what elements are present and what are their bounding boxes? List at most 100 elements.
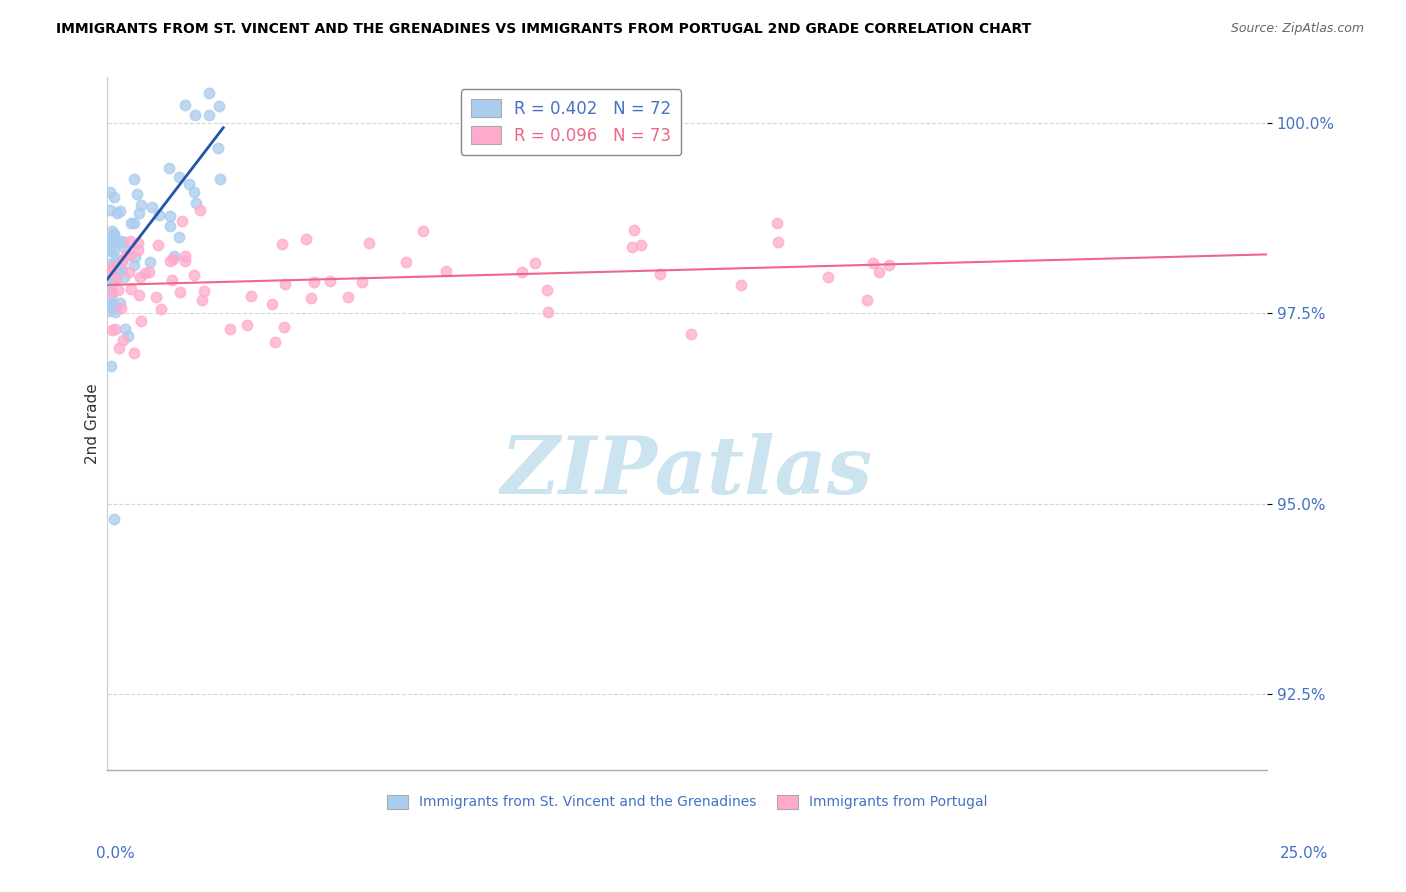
Point [105,206,128,220]
Point [191,293,214,308]
Point [208,171,231,186]
Point [167,230,190,244]
Y-axis label: 2nd Grade: 2nd Grade [86,384,100,464]
Point [107,283,129,297]
Point [262,297,284,311]
Point [125,186,148,201]
Point [681,326,703,341]
Point [159,209,181,223]
Point [174,253,197,268]
Point [103,190,125,204]
Point [101,323,124,337]
Point [112,270,135,285]
Point [630,237,652,252]
Point [120,216,142,230]
Point [112,239,135,253]
Point [193,284,215,298]
Point [537,305,560,319]
Point [103,272,125,286]
Point [304,276,326,290]
Point [101,272,124,286]
Point [198,108,221,122]
Point [114,322,136,336]
Point [524,255,547,269]
Point [648,267,671,281]
Point [129,314,152,328]
Point [856,293,879,307]
Point [122,216,145,230]
Point [110,301,132,316]
Point [97,275,120,289]
Point [141,200,163,214]
Point [118,234,141,248]
Point [111,263,134,277]
Point [536,283,558,297]
Point [730,278,752,293]
Point [236,318,259,332]
Point [104,301,127,315]
Point [127,236,149,251]
Point [128,287,150,301]
Point [337,290,360,304]
Point [274,277,297,292]
Point [103,244,125,258]
Point [623,223,645,237]
Point [101,235,124,250]
Point [128,205,150,219]
Point [159,219,181,233]
Text: IMMIGRANTS FROM ST. VINCENT AND THE GRENADINES VS IMMIGRANTS FROM PORTUGAL 2ND G: IMMIGRANTS FROM ST. VINCENT AND THE GREN… [56,22,1032,37]
Point [110,254,132,268]
Point [412,224,434,238]
Point [167,169,190,184]
Point [817,270,839,285]
Point [188,202,211,217]
Point [170,214,193,228]
Point [104,305,127,319]
Point [101,285,124,299]
Point [145,290,167,304]
Point [101,300,124,314]
Point [112,333,135,347]
Point [207,141,229,155]
Point [122,345,145,359]
Point [357,236,380,251]
Point [174,98,197,112]
Point [148,208,170,222]
Point [118,265,141,279]
Point [117,328,139,343]
Point [105,271,128,285]
Point [264,335,287,350]
Point [868,265,890,279]
Point [510,265,533,279]
Point [299,291,322,305]
Point [101,228,124,243]
Point [620,239,643,253]
Point [174,249,197,263]
Point [197,86,219,100]
Point [101,224,124,238]
Point [108,341,131,355]
Point [103,512,125,526]
Point [127,243,149,257]
Point [104,271,127,285]
Point [101,297,124,311]
Point [103,231,125,245]
Point [186,195,208,210]
Point [183,185,205,199]
Point [100,281,122,295]
Point [148,237,170,252]
Point [107,263,129,277]
Point [103,227,125,241]
Point [97,237,120,252]
Point [766,235,789,249]
Point [169,285,191,299]
Point [122,171,145,186]
Point [100,289,122,303]
Point [98,202,121,217]
Text: Source: ZipAtlas.com: Source: ZipAtlas.com [1230,22,1364,36]
Point [101,260,124,274]
Point [108,204,131,219]
Point [295,232,318,246]
Point [138,255,160,269]
Text: ZIPatlas: ZIPatlas [501,434,873,511]
